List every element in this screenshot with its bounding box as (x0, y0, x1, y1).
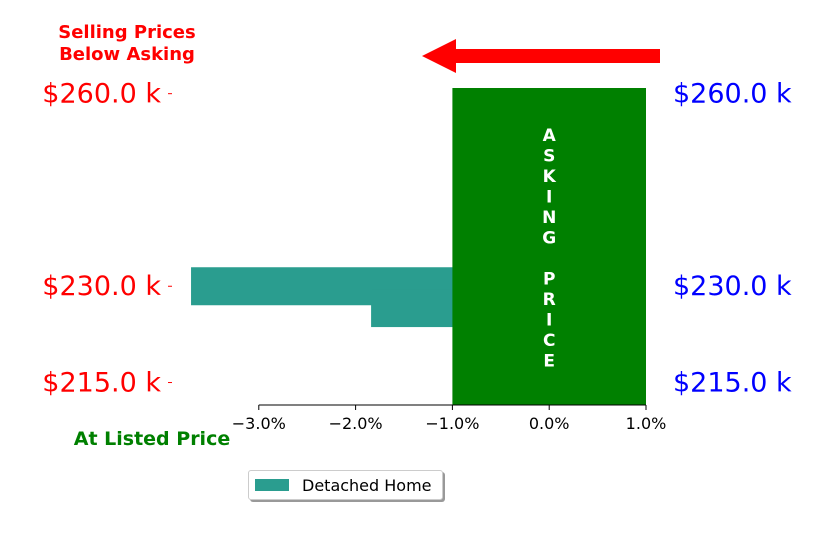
asking-price-letter-6: G (542, 229, 556, 249)
direction-arrow (422, 39, 660, 73)
asking-price-letter-8: P (543, 270, 555, 290)
y-tick-label-right-3: $260.0 k (673, 79, 792, 110)
y-tick-label-left-3: $260.0 k (42, 79, 161, 110)
asking-price-band (452, 88, 646, 405)
asking-price-letter-4: I (546, 188, 552, 208)
x-tick-label-5: 1.0% (626, 414, 667, 433)
x-tick-label-3: −1.0% (425, 414, 479, 433)
y-tick-label-right-1: $215.0 k (673, 368, 792, 399)
annotation-bottom: At Listed Price (74, 428, 230, 450)
asking-price-letter-3: K (543, 167, 557, 187)
asking-price-letter-9: R (543, 290, 556, 310)
annotation-top-line-1: Selling Prices (58, 22, 195, 43)
asking-price-letter-1: A (543, 126, 557, 146)
legend-label-detached-home: Detached Home (302, 475, 432, 495)
x-tick-label-4: 0.0% (529, 414, 570, 433)
asking-price-letter-10: I (546, 311, 552, 331)
legend-swatch-detached-home (255, 479, 289, 491)
annotation-top-line-2: Below Asking (59, 44, 195, 65)
x-tick-label-2: −2.0% (329, 414, 383, 433)
chart-legend: Detached Home (248, 470, 443, 500)
asking-price-letter-12: E (543, 352, 555, 372)
y-tick-label-left-1: $215.0 k (42, 368, 161, 399)
y-tick-label-right-2: $230.0 k (673, 271, 792, 302)
asking-price-letter-5: N (542, 208, 556, 228)
asking-price-letter-2: S (543, 147, 555, 167)
asking-price-letter-11: C (543, 331, 555, 351)
y-tick-label-left-2: $230.0 k (42, 271, 161, 302)
x-tick-label-1: −3.0% (232, 414, 286, 433)
